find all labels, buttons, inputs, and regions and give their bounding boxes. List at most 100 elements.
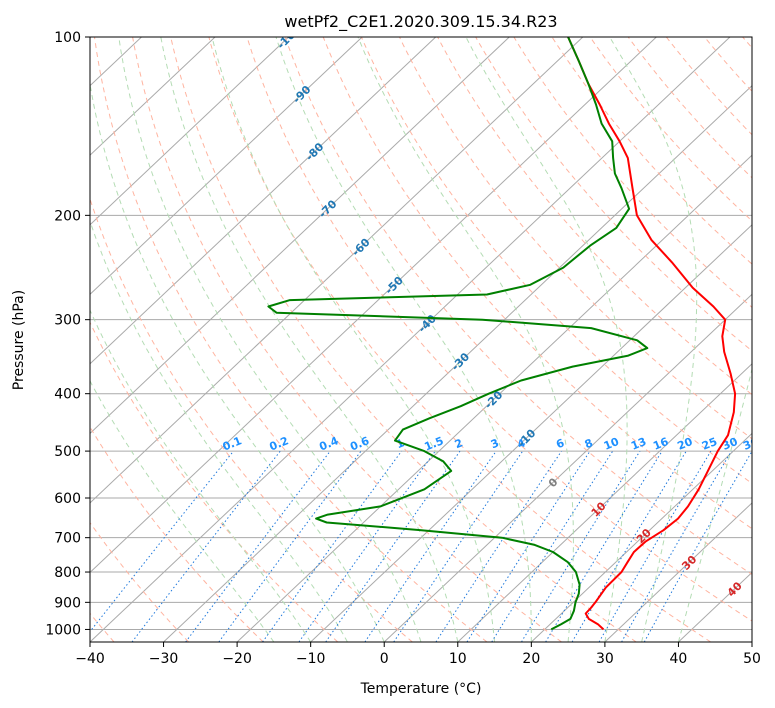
moist-adiabat (677, 367, 752, 642)
y-tick-label: 900 (54, 595, 81, 611)
mixing-ratio-line (491, 450, 614, 642)
x-tick-label: −40 (75, 651, 105, 667)
moist-adiabat (609, 37, 698, 642)
dry-adiabat (246, 37, 752, 622)
x-axis-ticks: −40 −30 −20 −10 0 10 20 30 40 50 (75, 642, 761, 667)
dry-adiabat (360, 37, 752, 485)
moist-adiabat (90, 81, 385, 642)
isotherm (90, 37, 437, 365)
isotherm (163, 84, 752, 642)
mixing-ratio-line (435, 450, 562, 642)
mixing-ratio-label: 25 (700, 435, 719, 453)
dry-adiabat (322, 37, 752, 530)
isotherm (457, 363, 752, 642)
mixing-ratio-line (521, 450, 641, 642)
mixing-ratio-line (643, 450, 752, 642)
mixing-ratio-label: 6 (554, 436, 566, 451)
mixing-ratio-line (325, 450, 461, 642)
moist-adiabat (357, 37, 574, 642)
mixing-ratio-line (364, 450, 497, 642)
dry-adiabat (704, 37, 752, 93)
dewpoint-profile-line (267, 37, 649, 631)
moist-adiabat (160, 37, 459, 642)
dry-adiabat (90, 521, 189, 642)
y-axis-ticks: 100 200 300 400 500 600 700 800 900 1000 (45, 30, 90, 638)
dry-adiabat (94, 37, 488, 642)
x-tick-label: 30 (596, 651, 614, 667)
moist-adiabat (211, 37, 496, 642)
isotherm (90, 37, 216, 156)
chart-title: wetPf2_C2E1.2020.309.15.34.R23 (284, 12, 557, 32)
x-axis-label: Temperature (°C) (360, 681, 482, 697)
isotherm (383, 293, 752, 642)
mixing-ratio-line (598, 450, 712, 642)
moist-adiabat (90, 379, 275, 642)
y-tick-label: 200 (54, 208, 81, 224)
dry-adiabat (170, 37, 637, 642)
mixing-ratio-label: 13 (629, 435, 648, 453)
x-tick-label: 20 (522, 651, 540, 667)
mixing-ratio-label: 10 (602, 435, 621, 453)
x-tick-label: 10 (449, 651, 467, 667)
x-tick-label: −30 (149, 651, 179, 667)
y-tick-label: 1000 (45, 622, 81, 638)
mixing-ratio-line (262, 450, 403, 642)
isotherm (604, 502, 752, 642)
y-tick-label: 800 (54, 565, 81, 581)
x-tick-label: 40 (670, 651, 688, 667)
isotherm (678, 571, 752, 642)
dry-adiabat (90, 321, 339, 642)
x-tick-label: 0 (380, 651, 389, 667)
mixing-ratio-line (298, 450, 436, 642)
y-tick-label: 700 (54, 531, 81, 547)
isotherm (90, 37, 363, 295)
y-tick-label: 300 (54, 313, 81, 329)
mixing-ratio-label: 1 (394, 436, 406, 451)
mixing-ratio-line (218, 450, 362, 642)
dry-adiabat (90, 426, 264, 642)
mixing-ratio-line (131, 450, 281, 642)
moist-adiabat (90, 309, 312, 642)
mixing-ratio-label: 3 (489, 436, 501, 451)
mixing-ratio-label: 8 (583, 436, 595, 451)
mixing-ratio-line (185, 450, 331, 642)
dry-adiabat (284, 37, 752, 576)
dry-adiabat (90, 197, 413, 642)
profile-lines (267, 37, 737, 631)
moist-adiabat (118, 37, 422, 642)
moist-adiabat (465, 37, 628, 642)
x-tick-label: −10 (296, 651, 326, 667)
moist-adiabat (90, 219, 348, 642)
y-axis-label: Pressure (hPa) (11, 290, 27, 390)
mixing-ratio-line (393, 450, 524, 642)
y-tick-label: 500 (54, 444, 81, 460)
isotherm (90, 37, 289, 226)
isotherm (236, 154, 752, 642)
dry-adiabat (742, 37, 752, 49)
dry-adiabat (399, 37, 752, 440)
dry-adiabat (437, 37, 752, 396)
isotherm (751, 641, 752, 642)
mixing-ratio-label: 2 (453, 436, 465, 451)
dry-adiabat (551, 37, 752, 265)
isotherm (530, 432, 752, 642)
plot-frame (89, 36, 753, 643)
y-tick-label: 600 (54, 491, 81, 507)
temperature-profile-line (567, 37, 737, 631)
moist-adiabat (275, 37, 532, 642)
mixing-ratio-label: 20 (675, 435, 694, 453)
mixing-ratio-line (621, 450, 732, 642)
background-lines (90, 37, 752, 642)
x-tick-label: −20 (222, 651, 252, 667)
y-tick-label: 400 (54, 387, 81, 403)
isotherm (90, 37, 584, 504)
mixing-ratio-line (90, 450, 234, 633)
mixing-ratio-line (466, 450, 591, 642)
mixing-ratio-label: 16 (651, 435, 670, 453)
dry-adiabat (665, 37, 752, 136)
x-tick-label: 50 (743, 651, 761, 667)
isotherm (90, 37, 510, 435)
isotherm (90, 37, 657, 574)
